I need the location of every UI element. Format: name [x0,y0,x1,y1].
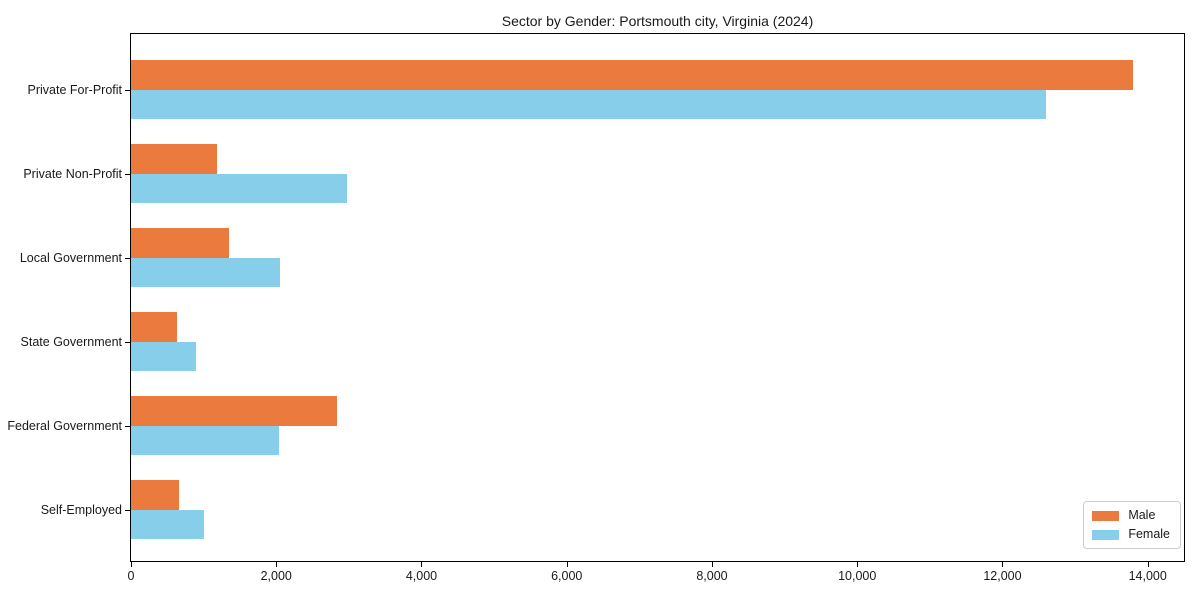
legend: Male Female [1083,501,1181,549]
y-tick-label: Private Non-Profit [23,166,122,181]
x-tick-mark [276,562,278,567]
x-tick-label: 10,000 [838,569,877,583]
x-tick-mark [421,562,423,567]
y-tick-label: State Government [20,334,122,349]
y-tick-label: Federal Government [7,418,122,433]
bar-male-2 [131,144,217,174]
bar-male-4 [131,312,178,342]
bar-female-6 [131,509,204,539]
x-tick-mark [131,562,132,567]
y-tick-mark [125,509,130,511]
x-tick-mark [1002,562,1004,567]
x-tick-mark [857,562,859,567]
x-tick-label: 2,000 [260,569,292,583]
y-tick-label: Self-Employed [40,502,122,517]
chart-title: Sector by Gender: Portsmouth city, Virgi… [501,13,814,29]
bar-male-1 [131,60,1134,90]
bars-layer [131,34,1184,561]
x-tick-label: 4,000 [405,569,438,583]
plot-area: Male Female [130,33,1185,562]
y-tick-label: Private For-Profit [27,82,122,97]
y-tick-mark [125,341,130,343]
x-tick-label: 6,000 [551,569,583,583]
legend-label-female: Female [1128,527,1170,541]
male-series-swatch [1092,510,1120,521]
female-series-swatch [1092,529,1120,540]
bar-female-1 [131,89,1047,119]
y-tick-mark [125,425,130,427]
bar-male-6 [131,480,179,510]
x-tick-label: 8,000 [696,569,728,583]
legend-label-male: Male [1128,508,1156,522]
y-tick-mark [125,173,130,175]
bar-female-5 [131,425,280,455]
legend-item-male: Male [1092,509,1170,522]
x-tick-label: 0 [127,569,135,583]
bar-male-3 [131,228,230,258]
y-tick-mark [125,257,130,259]
bar-female-2 [131,173,347,203]
bar-female-3 [131,257,280,287]
y-tick-label: Local Government [19,250,122,265]
bar-female-4 [131,341,197,371]
legend-item-female: Female [1092,528,1170,541]
bar-male-5 [131,396,337,426]
x-tick-mark [566,562,568,567]
x-tick-label: 12,000 [983,569,1022,583]
x-tick-mark [711,562,713,567]
x-tick-mark [1147,562,1149,567]
y-tick-mark [125,89,130,91]
x-tick-label: 14,000 [1128,569,1167,583]
